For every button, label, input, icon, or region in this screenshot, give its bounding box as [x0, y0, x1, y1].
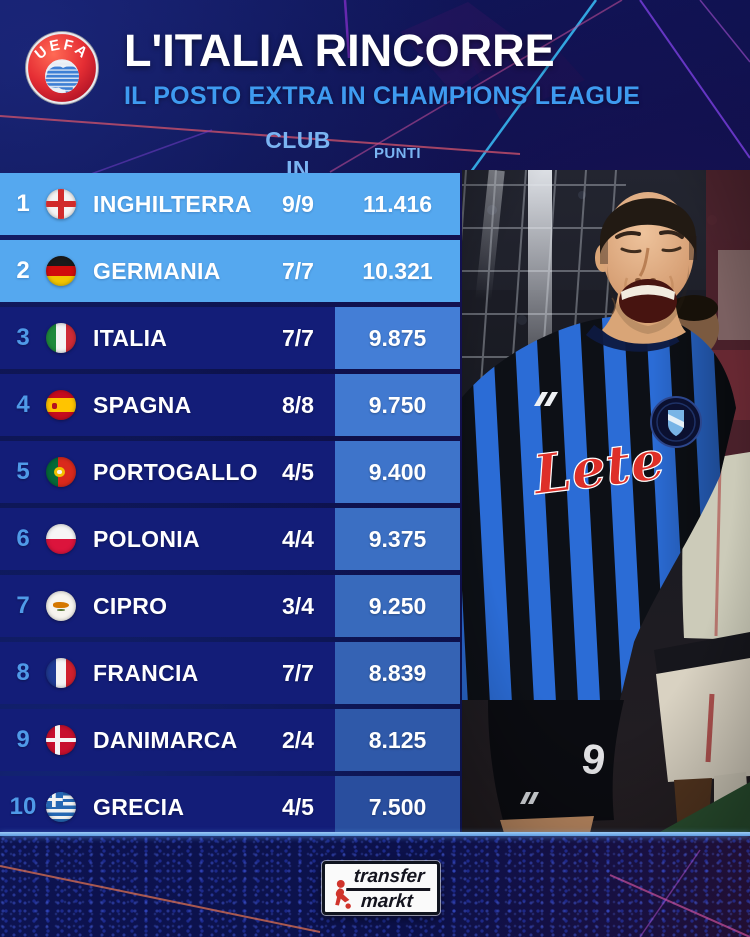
- table-row: 10 GRECIA 4/5 7.500: [0, 776, 460, 838]
- table-row: 6 POLONIA 4/4 9.375: [0, 508, 460, 570]
- transfermarkt-player-icon: [335, 879, 351, 909]
- column-header-clubs-line1: CLUB: [265, 127, 331, 153]
- clubs-in-play-value: 4/5: [282, 793, 314, 820]
- rank-label: 9: [16, 726, 30, 753]
- flag-icon-germany: [46, 256, 76, 286]
- table-row: 1 INGHILTERRA 9/9 11.416: [0, 173, 460, 235]
- points-value: 9.400: [335, 441, 460, 503]
- points-value: 9.250: [335, 575, 460, 637]
- points-value: 9.875: [335, 307, 460, 369]
- clubs-in-play-value: 4/4: [282, 525, 314, 552]
- country-label: INGHILTERRA: [93, 190, 252, 217]
- rank-label: 7: [16, 592, 30, 619]
- points-value: 8.839: [335, 642, 460, 704]
- clubs-in-play-value: 9/9: [282, 190, 314, 217]
- divider-line: [0, 832, 750, 836]
- page-title: L'ITALIA RINCORRE: [124, 25, 555, 76]
- rank-label: 5: [16, 458, 30, 485]
- country-label: CIPRO: [93, 592, 168, 619]
- country-label: FRANCIA: [93, 659, 199, 686]
- points-value: 7.500: [335, 776, 460, 838]
- page-subtitle: IL POSTO EXTRA IN CHAMPIONS LEAGUE: [124, 82, 641, 110]
- table-row: 2 GERMANIA 7/7 10.321: [0, 240, 460, 302]
- country-label: ITALIA: [93, 324, 168, 351]
- table-row: 9 DANIMARCA 2/4 8.125: [0, 709, 460, 771]
- table-row: 4 SPAGNA 8/8 9.750: [0, 374, 460, 436]
- rank-label: 3: [16, 324, 30, 351]
- points-value: 8.125: [335, 709, 460, 771]
- rank-label: 10: [9, 793, 37, 820]
- column-header-points: PUNTI: [374, 145, 421, 162]
- clubs-in-play-value: 4/5: [282, 458, 314, 485]
- clubs-in-play-value: 7/7: [282, 257, 314, 284]
- clubs-in-play-value: 7/7: [282, 324, 314, 351]
- ranking-table: 1 INGHILTERRA 9/9 11.416 2 GERMANIA 7/7 …: [0, 173, 460, 843]
- flag-icon-england: [46, 189, 76, 219]
- flag-icon-france: [46, 658, 76, 688]
- flag-icon-portugal: [46, 457, 76, 487]
- points-value: 9.750: [335, 374, 460, 436]
- points-value: 9.375: [335, 508, 460, 570]
- table-row: 5 PORTOGALLO 4/5 9.400: [0, 441, 460, 503]
- country-label: GERMANIA: [93, 257, 221, 284]
- table-row: 8 FRANCIA 7/7 8.839: [0, 642, 460, 704]
- transfermarkt-logo: transfer markt: [322, 861, 440, 915]
- country-label: PORTOGALLO: [93, 458, 258, 485]
- rank-label: 2: [16, 257, 30, 284]
- rank-label: 8: [16, 659, 30, 686]
- points-value: 10.321: [362, 257, 433, 284]
- clubs-in-play-value: 2/4: [282, 726, 314, 753]
- flag-icon-italy: [46, 323, 76, 353]
- clubs-in-play-value: 7/7: [282, 659, 314, 686]
- flag-icon-spain: [46, 390, 76, 420]
- uefa-logo: UEFA: [25, 31, 99, 105]
- transfermarkt-wordmark-line2: markt: [360, 891, 414, 912]
- flag-icon-poland: [46, 524, 76, 554]
- table-row: 3 ITALIA 7/7 9.875: [0, 307, 460, 369]
- rank-label: 4: [16, 391, 30, 418]
- country-label: DANIMARCA: [93, 726, 238, 753]
- table-row: 7 CIPRO 3/4 9.250: [0, 575, 460, 637]
- country-label: GRECIA: [93, 793, 185, 820]
- points-value: 11.416: [362, 190, 433, 217]
- clubs-in-play-value: 3/4: [282, 592, 314, 619]
- flag-icon-denmark: [46, 725, 76, 755]
- country-label: POLONIA: [93, 525, 200, 552]
- flag-icon-greece: [46, 792, 76, 822]
- country-label: SPAGNA: [93, 391, 192, 418]
- clubs-in-play-value: 8/8: [282, 391, 314, 418]
- player-photo: Lete 9: [462, 170, 750, 833]
- transfermarkt-wordmark-line1: transfer: [346, 866, 432, 891]
- rank-label: 1: [16, 190, 30, 217]
- rank-label: 6: [16, 525, 30, 552]
- flag-icon-cyprus: [46, 591, 76, 621]
